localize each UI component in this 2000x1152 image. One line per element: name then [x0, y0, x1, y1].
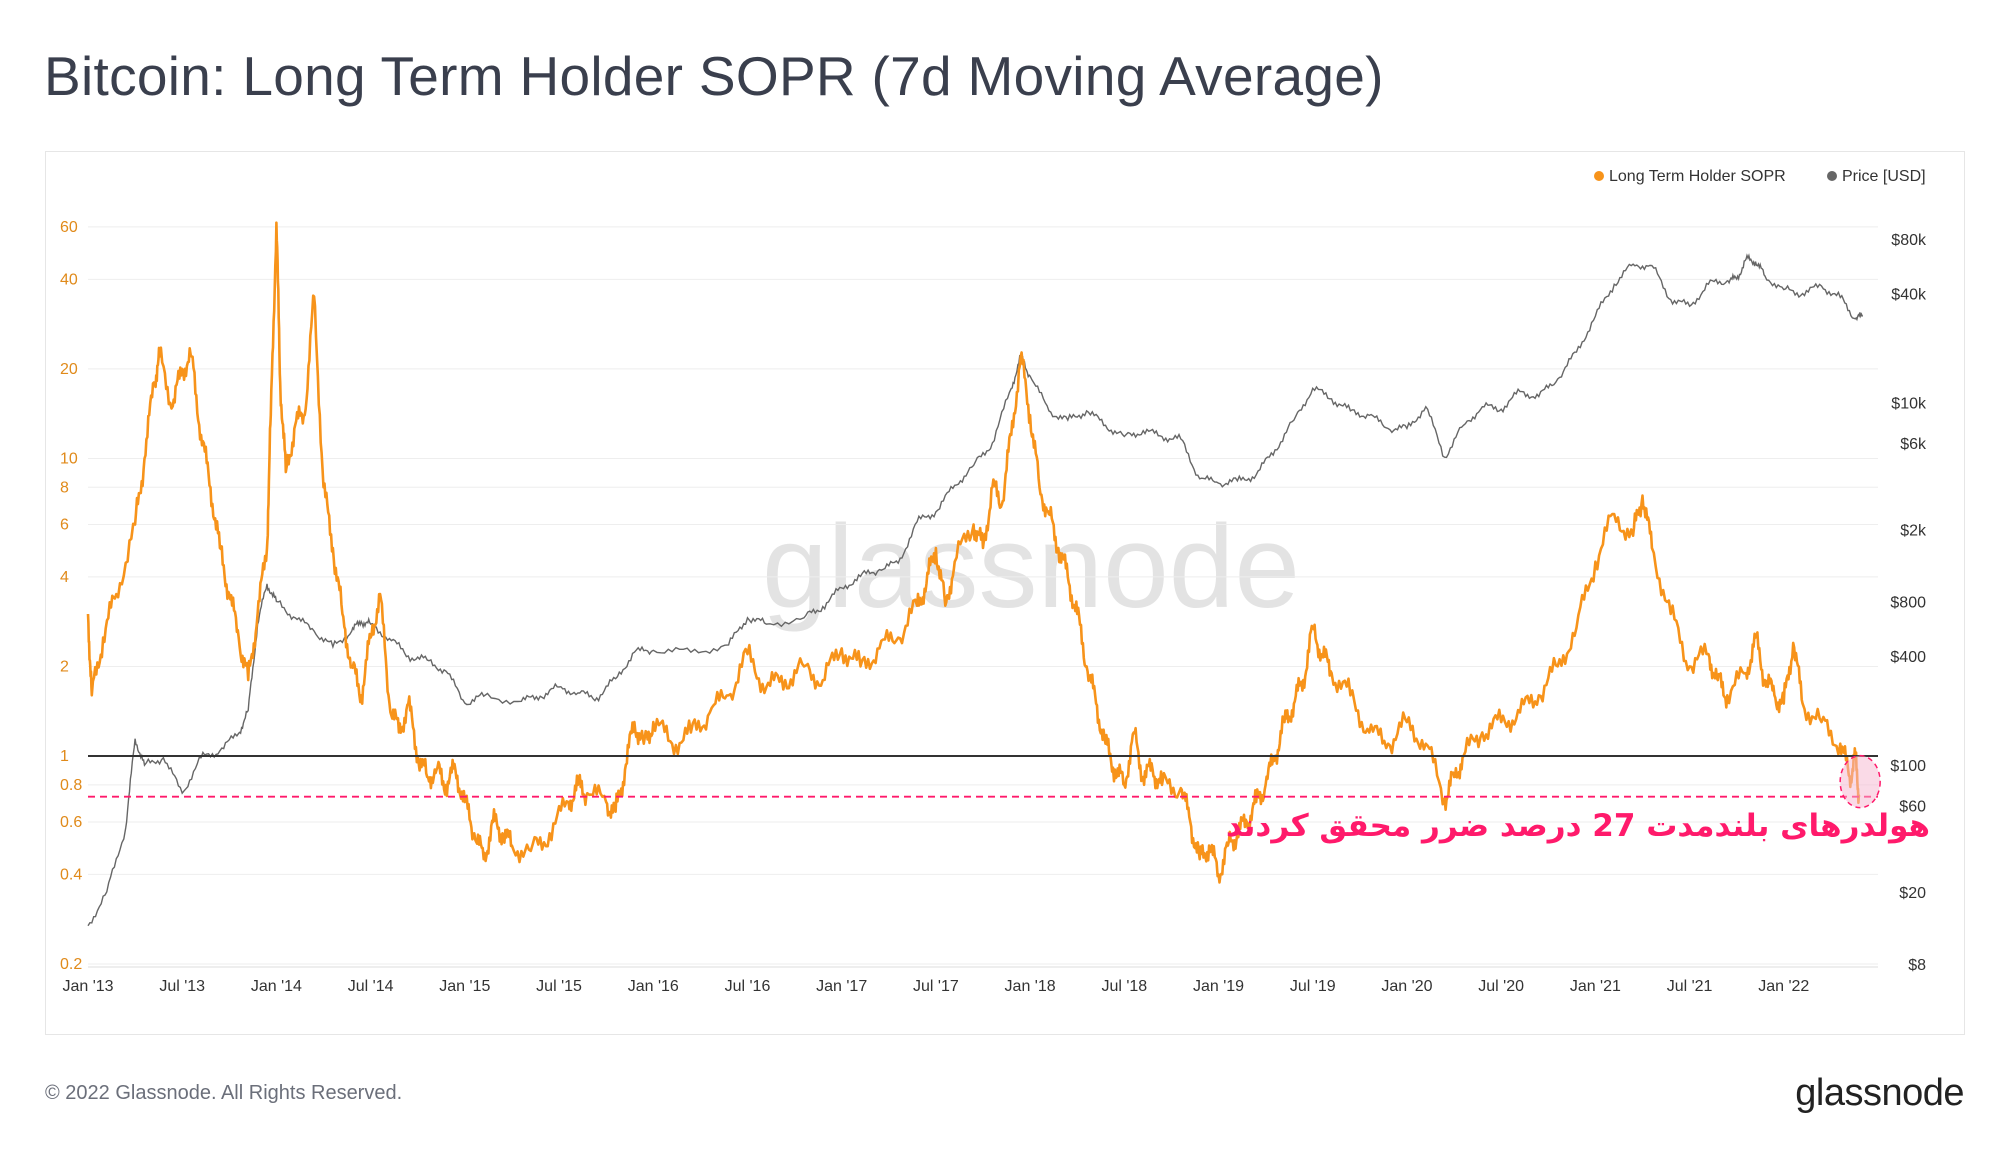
x-tick-label: Jan '18 — [1005, 978, 1056, 995]
y-left-tick-label: 40 — [60, 271, 78, 288]
annotation-text: هولدرهای بلندمدت 27 درصد ضرر محقق کردند — [1226, 808, 1930, 844]
y-left-tick-label: 0.4 — [60, 866, 82, 883]
price-series-line — [87, 253, 1864, 927]
legend-price-label: Price [USD] — [1842, 168, 1926, 185]
y-left-tick-label: 8 — [60, 479, 69, 496]
page-title: Bitcoin: Long Term Holder SOPR (7d Movin… — [44, 45, 1384, 107]
x-tick-label: Jul '20 — [1478, 978, 1524, 995]
y-left-tick-label: 60 — [60, 219, 78, 236]
y-right-tick-label: $40k — [1891, 286, 1927, 303]
y-left-tick-label: 2 — [60, 658, 69, 675]
x-tick-label: Jul '13 — [159, 978, 205, 995]
x-tick-label: Jul '21 — [1667, 978, 1713, 995]
y-right-tick-label: $100 — [1890, 758, 1926, 775]
x-tick-label: Jul '15 — [536, 978, 582, 995]
legend-price-dot — [1827, 171, 1837, 181]
x-tick-label: Jul '18 — [1101, 978, 1147, 995]
y-right-tick-label: $10k — [1891, 396, 1927, 413]
y-right-tick-label: $60 — [1899, 798, 1926, 815]
highlight-circle — [1839, 754, 1881, 809]
x-tick-label: Jan '16 — [628, 978, 679, 995]
y-left-tick-label: 0.2 — [60, 956, 82, 973]
y-right-tick-label: $80k — [1891, 232, 1927, 249]
y-right-tick-label: $8 — [1908, 957, 1926, 974]
y-left-tick-label: 6 — [60, 516, 69, 533]
x-tick-label: Jan '14 — [251, 978, 302, 995]
x-tick-label: Jan '17 — [816, 978, 867, 995]
y-left-tick-label: 1 — [60, 748, 69, 765]
y-right-tick-label: $20 — [1899, 885, 1926, 902]
x-tick-label: Jan '13 — [62, 978, 113, 995]
x-tick-label: Jan '20 — [1381, 978, 1432, 995]
x-tick-label: Jan '15 — [439, 978, 490, 995]
legend-sopr-label: Long Term Holder SOPR — [1609, 168, 1786, 185]
x-tick-label: Jan '21 — [1570, 978, 1621, 995]
y-left-tick-label: 0.8 — [60, 777, 82, 794]
x-tick-label: Jul '19 — [1290, 978, 1336, 995]
y-left-tick-label: 10 — [60, 450, 78, 467]
x-tick-label: Jul '17 — [913, 978, 959, 995]
x-tick-label: Jan '19 — [1193, 978, 1244, 995]
copyright: © 2022 Glassnode. All Rights Reserved. — [45, 1082, 403, 1104]
x-tick-label: Jul '16 — [725, 978, 771, 995]
y-left-tick-label: 0.6 — [60, 814, 82, 831]
legend: Long Term Holder SOPR Price [USD] — [1594, 168, 1926, 185]
y-right-tick-label: $2k — [1900, 522, 1927, 539]
x-tick-label: Jul '14 — [348, 978, 394, 995]
y-right-tick-label: $400 — [1890, 649, 1926, 666]
watermark: glassnode — [762, 501, 1300, 633]
y-right-tick-label: $800 — [1890, 594, 1926, 611]
chart-svg[interactable]: glassnode Long Term Holder SOPR Price [U… — [46, 152, 1966, 1036]
legend-sopr-dot — [1594, 171, 1604, 181]
y-left-tick-label: 4 — [60, 569, 69, 586]
sopr-series-line — [86, 221, 1861, 884]
brand-logo: glassnode — [1795, 1072, 1964, 1114]
chart-frame: glassnode Long Term Holder SOPR Price [U… — [45, 151, 1965, 1035]
y-left-tick-label: 20 — [60, 361, 78, 378]
x-tick-label: Jan '22 — [1758, 978, 1809, 995]
y-right-tick-label: $6k — [1900, 436, 1927, 453]
